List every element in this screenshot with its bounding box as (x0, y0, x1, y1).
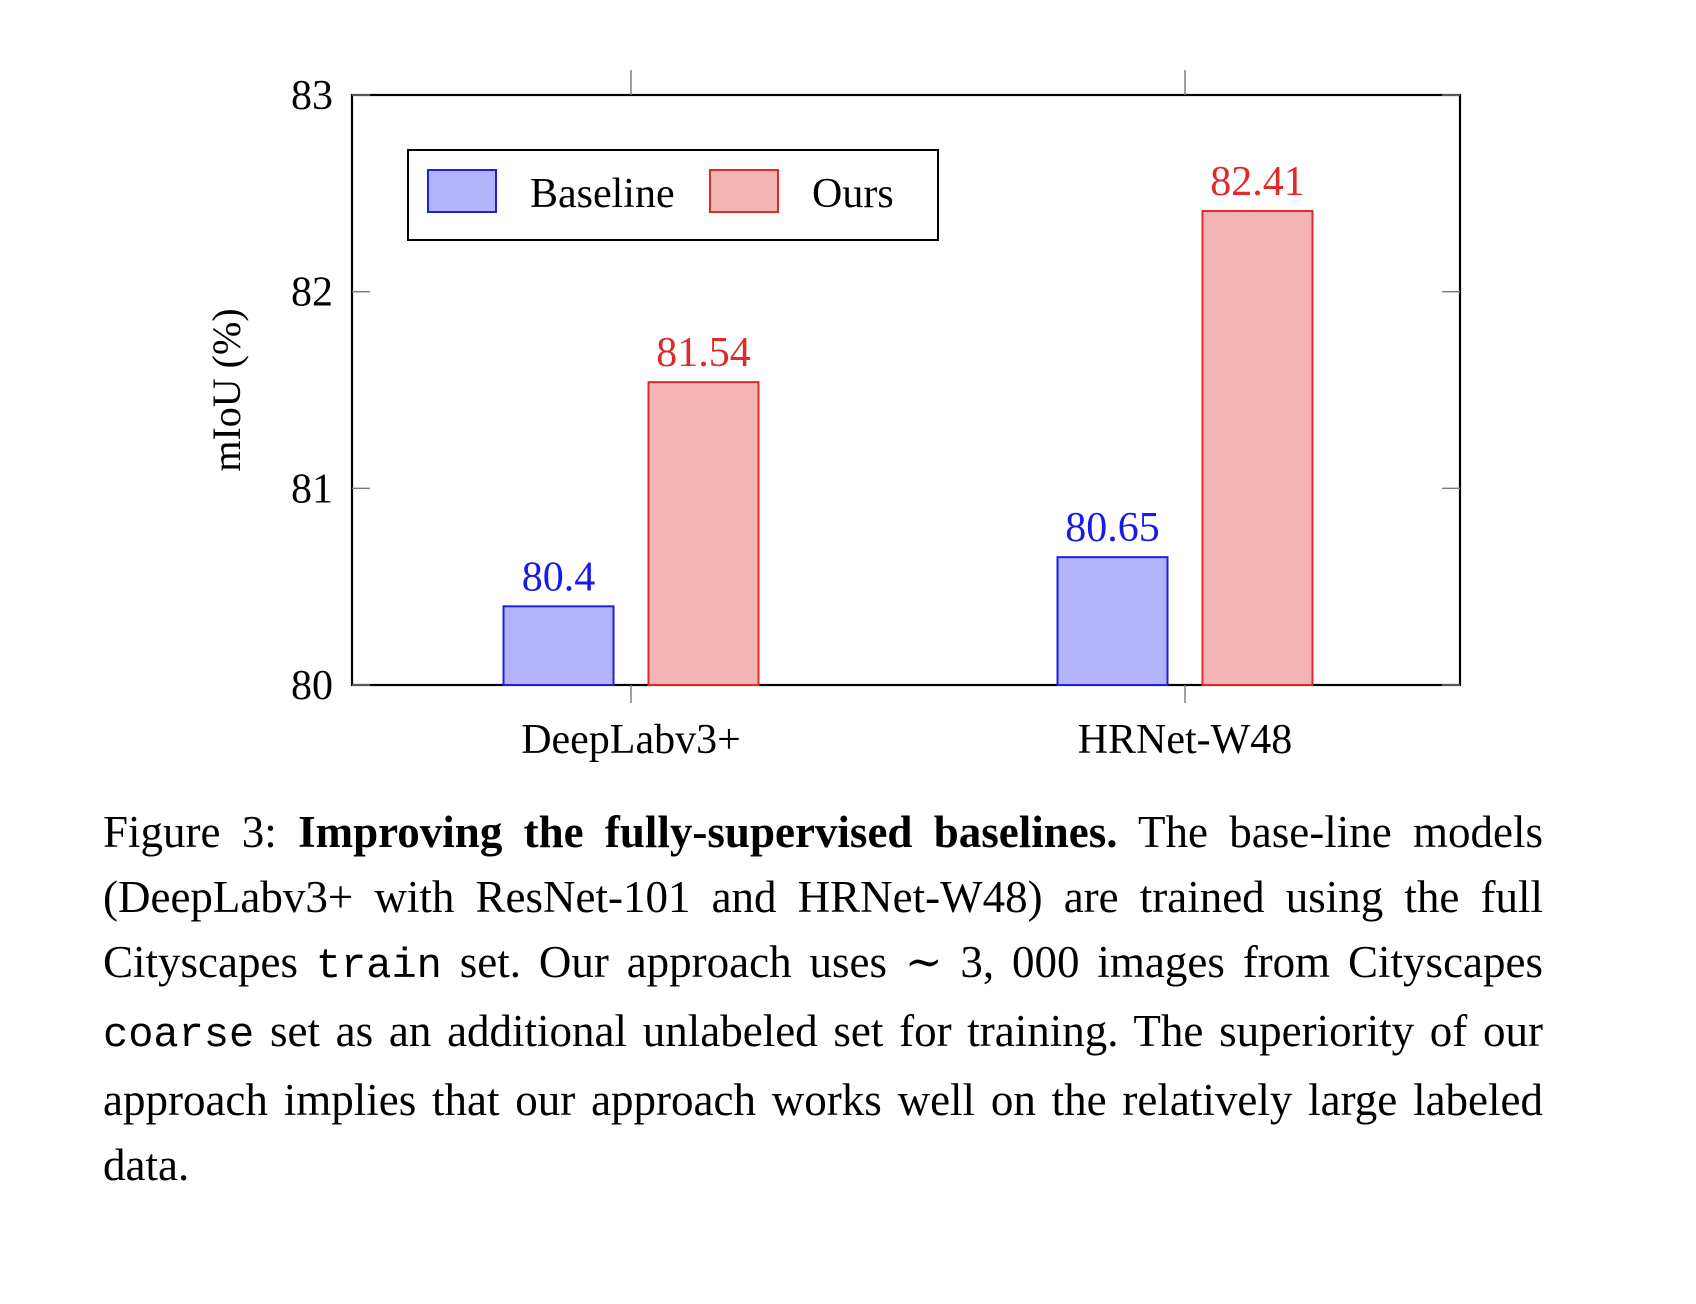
axes: 80 81 82 83 DeepLabv3+ HRNet-W48 (291, 70, 1462, 763)
bar-baseline-1 (1056, 556, 1169, 687)
legend-swatch-baseline (427, 169, 497, 213)
caption-title: Improving the fully-supervised baselines… (298, 807, 1118, 857)
legend-label-baseline: Baseline (530, 171, 675, 217)
data-label-baseline-1: 80.65 (1065, 505, 1160, 551)
data-label-baseline-0: 80.4 (522, 554, 596, 600)
y-tick-label: 82 (291, 270, 333, 316)
figure-caption: Figure 3: Improving the fully-supervised… (103, 800, 1543, 1198)
caption-text-2: set. Our approach uses ∼ 3, 000 images f… (441, 937, 1544, 987)
bar-baseline-0 (502, 605, 615, 686)
data-labels: 80.4 81.54 80.65 82.41 (522, 159, 1305, 600)
bar-ours-1 (1201, 210, 1314, 687)
legend-label-ours: Ours (812, 171, 894, 217)
plot-frame (350, 93, 1462, 687)
data-label-ours-1: 82.41 (1210, 159, 1305, 205)
bar-ours-0 (647, 381, 760, 686)
y-axis-title: mIoU (%) (204, 308, 249, 471)
legend-swatch-ours (709, 169, 779, 213)
y-tick-label: 80 (291, 663, 333, 709)
caption-text-3: set as an additional unlabeled set for t… (103, 1006, 1543, 1190)
caption-code-coarse: coarse (103, 1011, 255, 1059)
y-tick-label: 83 (291, 73, 333, 119)
legend: Baseline Ours (407, 149, 939, 241)
x-tick-label: HRNet-W48 (1078, 717, 1293, 763)
y-tick-label: 81 (291, 466, 333, 512)
bars (502, 210, 1314, 687)
x-tick-label: DeepLabv3+ (521, 717, 741, 763)
caption-code-train: train (315, 942, 442, 990)
data-label-ours-0: 81.54 (656, 330, 751, 376)
figure-label: Figure 3: (103, 807, 277, 857)
caption-text-1: The base-line models (DeepLabv3+ with Re… (103, 807, 1543, 987)
